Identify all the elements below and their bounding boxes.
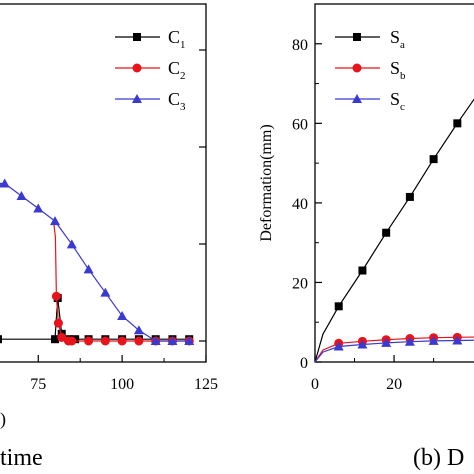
left-marker-C2 bbox=[57, 332, 67, 342]
left-series-line-C2 bbox=[52, 219, 190, 342]
left-legend-sub: 3 bbox=[180, 101, 186, 113]
left-legend-label: C2 bbox=[168, 58, 186, 82]
right-marker-Sa bbox=[358, 266, 367, 275]
left-marker-C3 bbox=[0, 178, 10, 188]
left-legend-marker bbox=[132, 94, 142, 103]
right-y-tick-label: 80 bbox=[292, 37, 308, 54]
right-y-tick-label: 0 bbox=[300, 355, 308, 372]
right-y-tick-label: 40 bbox=[292, 196, 308, 213]
left-marker-C2 bbox=[117, 336, 127, 346]
right-legend-label: Sb bbox=[390, 58, 406, 82]
left-marker-C3 bbox=[33, 203, 44, 213]
right-legend-marker bbox=[352, 63, 362, 73]
left-x-tick-label: 125 bbox=[194, 376, 218, 393]
right-x-ticks: 0 20 bbox=[311, 355, 435, 393]
right-marker-Sa bbox=[453, 119, 462, 128]
left-marker-C1 bbox=[0, 335, 2, 344]
left-series-line-C3 bbox=[0, 182, 190, 342]
right-legend-sub: b bbox=[400, 70, 406, 82]
left-caption: time bbox=[0, 445, 43, 471]
left-marker-C2 bbox=[134, 336, 144, 346]
right-marker-Sa bbox=[382, 228, 391, 237]
left-marker-C3 bbox=[133, 325, 144, 335]
right-marker-Sa bbox=[405, 192, 414, 201]
left-chart-panel: 75 100 125 C1 C2 C3 ) time bbox=[0, 3, 218, 471]
right-legend-sub: a bbox=[400, 39, 405, 51]
left-marker-C2 bbox=[51, 291, 61, 301]
left-marker-C3 bbox=[83, 264, 94, 274]
right-marker-Sc bbox=[333, 341, 344, 351]
right-series-group bbox=[314, 98, 474, 363]
right-marker-Sc bbox=[357, 339, 368, 349]
left-plot-frame bbox=[0, 3, 207, 363]
right-plot-frame bbox=[314, 3, 474, 363]
left-y-ticks bbox=[199, 49, 206, 342]
right-marker-Sc bbox=[404, 336, 415, 346]
left-legend-label: C1 bbox=[168, 27, 186, 51]
left-marker-C2 bbox=[67, 336, 77, 346]
left-panel-label: ) bbox=[0, 409, 6, 430]
left-marker-C2 bbox=[84, 336, 94, 346]
right-x-tick-label: 0 bbox=[311, 376, 319, 393]
right-y-ticks: 0 20 40 60 80 bbox=[292, 37, 322, 372]
left-x-tick-label: 100 bbox=[110, 376, 134, 393]
right-legend-marker bbox=[352, 94, 362, 103]
right-marker-Sc bbox=[428, 335, 439, 345]
right-legend-sub: c bbox=[400, 101, 405, 113]
right-caption: (b) D bbox=[413, 445, 464, 471]
right-x-tick-label: 20 bbox=[386, 376, 402, 393]
left-marker-C3 bbox=[150, 336, 161, 345]
left-legend-label: C3 bbox=[168, 89, 186, 113]
left-marker-C2 bbox=[53, 318, 63, 328]
left-x-tick-label: 75 bbox=[30, 376, 46, 393]
left-marker-C3 bbox=[50, 216, 61, 226]
right-legend-marker bbox=[353, 33, 361, 41]
right-series-line-Sa bbox=[314, 98, 474, 363]
right-marker-Sc bbox=[381, 337, 392, 347]
right-chart-panel: 0 20 0 20 40 60 80 Sa Sb Sc Deformation(mm) (b)… bbox=[258, 3, 474, 471]
left-series-group bbox=[0, 178, 195, 346]
right-legend-label: Sc bbox=[390, 89, 405, 113]
left-legend: C1 C2 C3 bbox=[115, 27, 186, 113]
right-marker-Sa bbox=[429, 155, 438, 164]
left-marker-C2 bbox=[100, 336, 110, 346]
left-marker-C3 bbox=[184, 336, 195, 345]
left-marker-C3 bbox=[117, 310, 128, 320]
right-marker-Sc bbox=[452, 335, 463, 345]
left-legend-sub: 1 bbox=[180, 39, 186, 51]
right-marker-Sa bbox=[334, 302, 343, 311]
right-y-tick-label: 60 bbox=[292, 116, 308, 133]
left-marker-C3 bbox=[66, 239, 77, 249]
left-series-line-C1 bbox=[0, 297, 190, 340]
left-marker-C1 bbox=[51, 335, 60, 344]
right-y-tick-label: 20 bbox=[292, 275, 308, 292]
right-legend: Sa Sb Sc bbox=[335, 27, 406, 113]
right-y-axis-title: Deformation(mm) bbox=[258, 124, 275, 241]
left-legend-marker bbox=[133, 33, 141, 41]
left-legend-marker bbox=[132, 63, 142, 73]
left-marker-C3 bbox=[16, 191, 27, 201]
left-marker-C3 bbox=[167, 336, 178, 345]
left-x-ticks: 75 100 125 bbox=[30, 355, 218, 393]
left-marker-C3 bbox=[100, 287, 111, 297]
right-legend-label: Sa bbox=[390, 27, 405, 51]
left-legend-sub: 2 bbox=[180, 70, 186, 82]
